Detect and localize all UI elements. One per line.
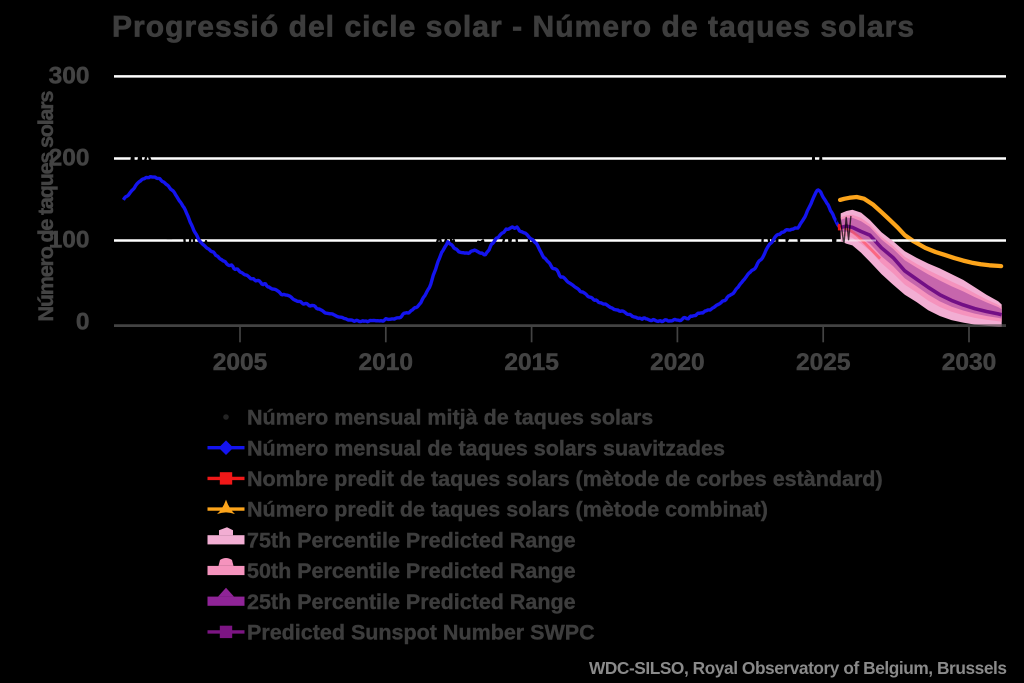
svg-text:Nombre predit de taques solars: Nombre predit de taques solars (mètode d… — [247, 467, 883, 491]
svg-text:2025: 2025 — [796, 349, 851, 376]
svg-text:Número mensual de taques solar: Número mensual de taques solars suavitza… — [247, 436, 725, 460]
svg-text:2005: 2005 — [213, 349, 268, 376]
svg-text:Número de taques solars: Número de taques solars — [34, 90, 58, 321]
svg-text:2020: 2020 — [650, 349, 705, 376]
svg-text:75th Percentile Predicted Rang: 75th Percentile Predicted Range — [247, 528, 576, 552]
svg-text:50th Percentile Predicted Rang: 50th Percentile Predicted Range — [247, 559, 576, 583]
svg-text:Progressió del cicle solar - N: Progressió del cicle solar - Número de t… — [112, 11, 914, 44]
svg-text:2030: 2030 — [942, 349, 997, 376]
svg-text:Predicted Sunspot Number SWPC: Predicted Sunspot Number SWPC — [247, 621, 595, 645]
svg-text:200: 200 — [49, 145, 90, 172]
svg-text:100: 100 — [49, 227, 90, 254]
svg-text:Número mensual mitjà de taques: Número mensual mitjà de taques solars — [247, 406, 653, 430]
svg-text:25th Percentile Predicted Rang: 25th Percentile Predicted Range — [247, 590, 576, 614]
svg-text:2010: 2010 — [359, 349, 414, 376]
svg-text:300: 300 — [49, 62, 90, 89]
svg-text:Número predit de taques solars: Número predit de taques solars (mètode c… — [247, 498, 768, 522]
svg-text:0: 0 — [76, 309, 90, 336]
svg-text:2015: 2015 — [504, 349, 559, 376]
svg-text:WDC-SILSO, Royal Observatory o: WDC-SILSO, Royal Observatory of Belgium,… — [589, 658, 1007, 678]
